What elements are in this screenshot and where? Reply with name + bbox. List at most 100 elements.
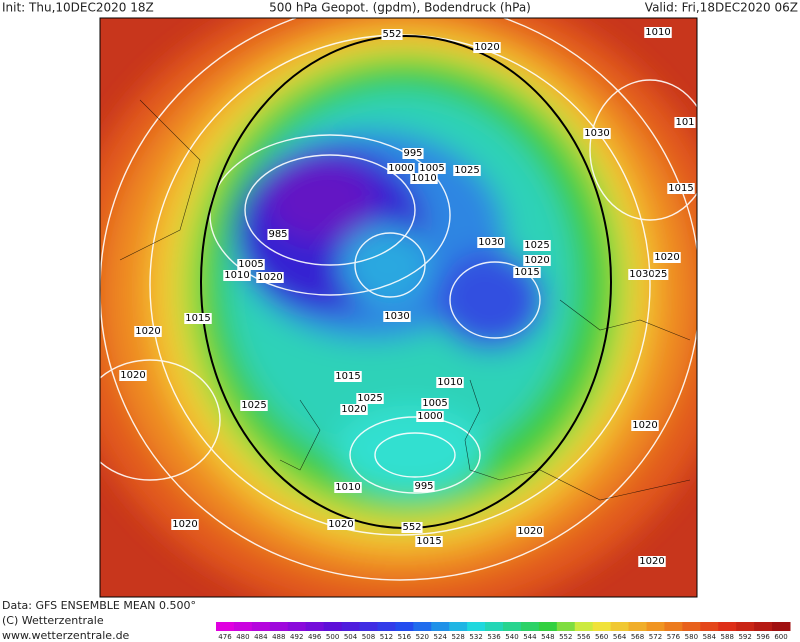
colorbar-swatch [431,622,450,631]
valid-time: Valid: Fri,18DEC2020 06Z [645,1,798,15]
colorbar-swatch [538,622,558,631]
contour-label: 1000 [417,411,442,422]
contour-label: 1015 [185,313,210,324]
colorbar-label: 596 [756,633,770,641]
contour-label-bg [516,526,544,537]
contour-label-bg [523,240,551,251]
colorbar-label: 588 [721,633,734,641]
contour-label: 1020 [257,272,282,283]
colorbar-swatch [395,622,414,631]
contour-label: 1005 [419,163,444,174]
contour-label-bg [184,313,212,324]
colorbar-label: 564 [613,633,627,641]
colorbar-swatch [377,622,396,631]
colorbar-label: 568 [631,633,644,641]
contour-label: 1010 [411,173,436,184]
contour-label: 1005 [238,259,263,270]
colorbar-label: 552 [559,633,572,641]
colorbar-label: 592 [738,633,751,641]
contour-label: 1015 [514,267,539,278]
colorbar-swatch [413,622,432,631]
colorbar-label: 504 [344,633,358,641]
colorbar-swatch [341,622,360,631]
contour-label: 25 [655,269,668,280]
contour-label: 1020 [517,526,542,537]
colorbar-label: 580 [685,633,698,641]
colorbar-label: 532 [469,633,482,641]
contour-label-bg [119,370,147,381]
contour-label: 985 [268,229,287,240]
colorbar-swatch [251,622,271,631]
contour-label-bg [410,173,438,184]
colorbar-swatch [359,622,378,631]
colorbar-label: 576 [667,633,681,641]
contour-label: 1025 [454,165,479,176]
colorbar-label: 520 [416,633,429,641]
colorbar-swatch [485,622,504,631]
contour-label: 1020 [474,42,499,53]
colorbar-swatch [323,622,343,631]
colorbar-label: 572 [649,633,662,641]
contour-label-bg [240,400,268,411]
contour-label-bg [477,237,505,248]
contour-label-bg [383,311,411,322]
colorbar-label: 544 [523,633,537,641]
colorbar-label: 476 [218,633,232,641]
contour-label-bg [416,411,444,422]
contour-label-bg [473,42,501,53]
contour-label: 1025 [241,400,266,411]
contour-label-bg [402,148,424,159]
colorbar-label: 600 [774,633,787,641]
colorbar-label: 524 [434,633,448,641]
contour-label-bg [171,519,199,530]
contour-label: 1020 [341,404,366,415]
contour-label: 1030 [629,269,654,280]
contour-label-bg [674,117,696,128]
init-time: Init: Thu,10DEC2020 18Z [2,1,154,15]
contour-label-bg [237,259,265,270]
contour-label-bg [421,398,449,409]
colorbar-label: 484 [254,633,268,641]
copyright: (C) Wetterzentrale [2,614,104,627]
contour-label-bg [513,267,541,278]
colorbar-label: 584 [703,633,717,641]
contour-label-bg [134,326,162,337]
contour-label: 1015 [416,536,441,547]
contour-label: 1010 [224,270,249,281]
colorbar-swatch [592,622,612,631]
contour-label: 1030 [584,128,609,139]
colorbar-swatch [216,622,235,631]
contour-label-bg [267,229,289,240]
contour-label: 1030 [478,237,503,248]
contour-label: 1020 [328,519,353,530]
colorbar-swatch [736,622,755,631]
contour-label-bg [387,163,415,174]
contour-label-bg [401,522,423,533]
colorbar-swatch [574,622,594,631]
colorbar-label: 528 [451,633,464,641]
colorbar-swatch [520,622,540,631]
data-source: Data: GFS ENSEMBLE MEAN 0.500° [2,599,196,612]
contour-label: 1025 [524,240,549,251]
contour-label-bg [667,183,695,194]
contour-label-bg [340,404,368,415]
colorbar-label: 536 [487,633,501,641]
colorbar-label: 516 [398,633,412,641]
colorbar-label: 508 [362,633,375,641]
contour-label: 1020 [120,370,145,381]
colorbar-swatch [628,622,647,631]
colorbar-label: 560 [595,633,608,641]
colorbar-swatch [467,622,486,631]
colorbar-swatch [556,622,576,631]
contour-label-bg [327,519,355,530]
colorbar-swatch [449,622,468,631]
colorbar-label: 488 [272,633,285,641]
contour-label-bg [413,481,435,492]
website: www.wetterzentrale.de [2,629,130,642]
map-title: 500 hPa Geopot. (gpdm), Bodendruck (hPa) [269,1,531,15]
contour-label: 1010 [437,377,462,388]
colorbar-label: 496 [308,633,322,641]
contour-label: 1025 [357,393,382,404]
map-border [99,17,698,598]
